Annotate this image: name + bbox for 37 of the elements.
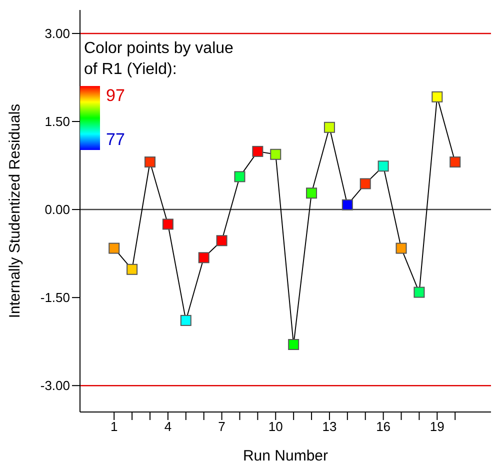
point [162,218,174,230]
point [288,339,300,350]
point [126,264,138,275]
x-tick-label: 19 [430,419,444,434]
annotation: 77 [106,130,125,150]
point [216,235,228,246]
x-tick-label: 1 [110,419,118,434]
point [342,199,353,210]
y-axis-title: Internally Studentized Residuals [6,104,24,318]
point [414,286,425,298]
y-tick-label: 0.00 [44,202,70,218]
point [270,148,282,160]
annotation: 97 [106,86,125,106]
y-tick-label: -1.50 [40,290,70,306]
point [396,242,407,254]
x-tick-label: 7 [218,419,226,434]
x-axis-title: Run Number [242,448,328,465]
point [360,178,371,190]
point [234,171,246,182]
point [324,122,335,133]
point [378,160,389,172]
y-tick-label: 1.50 [44,114,70,130]
x-tick-label: 10 [268,419,283,434]
x-tick-label: 16 [376,419,391,434]
point [306,188,318,199]
point [252,146,264,157]
x-tick-label: 4 [164,419,172,434]
point [198,252,210,264]
point [450,156,461,168]
x-tick-label: 13 [322,419,337,434]
point [144,156,156,168]
point [432,91,443,102]
color-bar-title: Color points by value of R1 (Yield): [84,39,234,80]
y-tick-label: 3.00 [44,26,70,42]
point [108,242,120,254]
point [180,314,192,326]
y-tick-label: -3.00 [40,378,70,394]
